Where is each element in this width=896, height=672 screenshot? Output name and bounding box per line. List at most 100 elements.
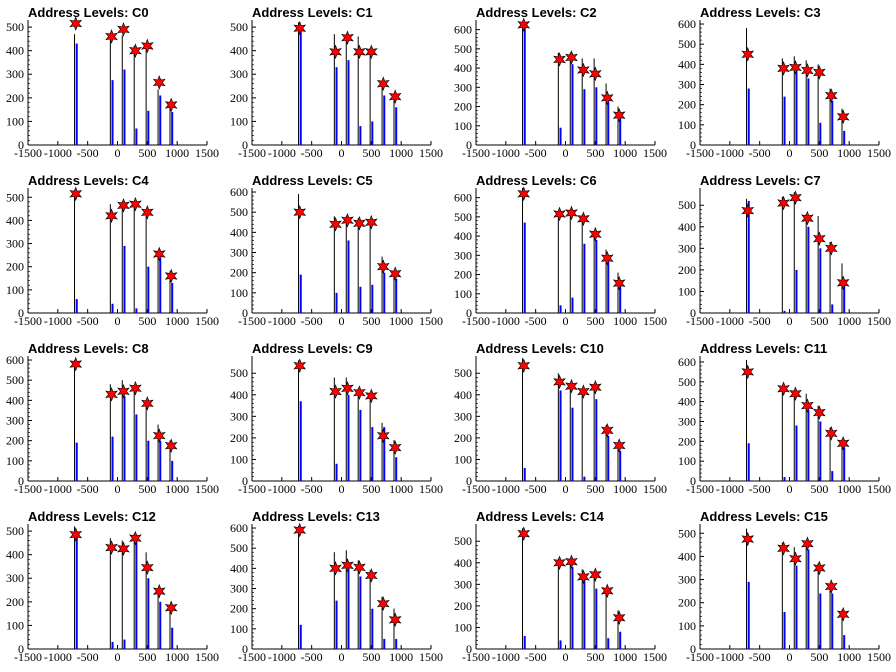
y-tick-label: 400	[230, 225, 248, 239]
x-tick-label: 0	[339, 146, 345, 160]
data-marker	[565, 554, 578, 570]
y-tick-label: 0	[18, 138, 24, 152]
y-tick-label: 600	[230, 521, 248, 535]
x-tick-label: -1000	[268, 146, 296, 160]
chart-panel: Address Levels: C6 0 100 200 300 400 500 600 -15…	[448, 168, 672, 336]
bar	[595, 399, 598, 481]
chart-title: Address Levels: C15	[700, 509, 828, 524]
data-marker	[388, 89, 402, 104]
data-marker	[364, 44, 378, 60]
x-tick-label: -500	[77, 482, 99, 496]
data-marker	[69, 186, 83, 202]
data-marker	[353, 560, 366, 575]
data-marker	[741, 46, 755, 62]
bar	[75, 531, 78, 649]
y-tick-label: 300	[678, 78, 696, 92]
y-tick-label: 600	[230, 185, 248, 199]
bar	[299, 274, 302, 313]
data-marker	[341, 557, 354, 573]
bar	[147, 266, 150, 313]
chart-title: Address Levels: C2	[476, 5, 597, 20]
x-tick-label: -1000	[44, 314, 72, 328]
bar	[135, 414, 138, 481]
y-tick-label: 400	[6, 44, 24, 58]
data-marker	[588, 226, 602, 242]
x-tick-label: 1000	[165, 650, 189, 664]
x-tick-label: 1500	[195, 314, 219, 328]
x-tick-label: 1500	[419, 650, 443, 664]
x-tick-label: 500	[138, 650, 156, 664]
y-tick-label: 500	[678, 198, 696, 212]
x-tick-label: 500	[810, 146, 828, 160]
chart-title: Address Levels: C9	[252, 341, 373, 356]
bar	[583, 476, 586, 481]
bar	[123, 69, 126, 145]
x-tick-label: 1000	[837, 146, 861, 160]
x-tick-label: -1000	[268, 482, 296, 496]
bar	[383, 427, 386, 481]
chart-panel: Address Levels: C12 0 100 200 300 400 500 -1500…	[0, 504, 224, 672]
data-marker	[140, 560, 154, 575]
bar	[795, 565, 798, 649]
x-tick-label: 0	[787, 314, 793, 328]
data-marker	[140, 396, 154, 411]
y-tick-label: 300	[454, 248, 472, 262]
x-tick-label: 0	[563, 482, 569, 496]
chart-panel: Address Levels: C5 0 100 200 300 400 500 600 -15…	[224, 168, 448, 336]
data-marker	[612, 107, 626, 123]
data-marker	[140, 204, 154, 220]
x-tick-label: 1000	[389, 314, 413, 328]
x-tick-label: 500	[362, 650, 380, 664]
x-tick-label: 1500	[195, 482, 219, 496]
data-marker	[293, 20, 307, 36]
data-marker	[129, 43, 142, 58]
x-tick-label: 1500	[643, 146, 667, 160]
y-tick-label: 100	[454, 119, 472, 133]
bar	[395, 457, 398, 481]
x-tick-label: 0	[115, 650, 121, 664]
data-marker	[364, 214, 378, 230]
x-tick-label: -1000	[268, 650, 296, 664]
chart-svg: 0 100 200 300 400 500 -1500 -1000 -500 0 500 1000 15…	[454, 356, 667, 496]
data-marker	[553, 555, 566, 571]
x-tick-label: 500	[810, 482, 828, 496]
x-tick-label: 1000	[613, 314, 637, 328]
y-tick-label: 100	[6, 454, 24, 468]
bar	[819, 593, 822, 649]
x-tick-label: -1500	[462, 482, 490, 496]
y-tick-label: 300	[6, 571, 24, 585]
data-marker	[517, 17, 531, 33]
bar	[559, 390, 562, 481]
data-marker	[577, 211, 590, 227]
data-marker	[376, 428, 390, 444]
x-tick-label: -500	[77, 650, 99, 664]
chart-panel: Address Levels: C0 0 100 200 300 400 500 -1500-…	[0, 0, 224, 168]
x-tick-label: 0	[339, 650, 345, 664]
data-marker	[376, 596, 390, 611]
chart-panel: Address Levels: C8 0 100 200 300 400 500 600 -15…	[0, 336, 224, 504]
bar	[607, 257, 610, 313]
x-tick-label: -1000	[492, 482, 520, 496]
y-tick-label: 200	[6, 91, 24, 105]
bar	[159, 601, 162, 649]
data-marker	[517, 526, 531, 542]
x-tick-label: -500	[749, 314, 771, 328]
x-tick-label: -500	[525, 314, 547, 328]
x-tick-label: -500	[301, 314, 323, 328]
data-marker	[789, 386, 802, 402]
x-tick-label: 0	[787, 482, 793, 496]
data-marker	[600, 583, 614, 599]
bar	[571, 567, 574, 649]
bar	[747, 443, 750, 481]
data-marker	[801, 398, 814, 413]
x-tick-label: -500	[525, 482, 547, 496]
y-tick-label: 200	[454, 100, 472, 114]
bar	[619, 282, 622, 313]
bar	[571, 407, 574, 481]
bar	[843, 447, 846, 481]
bar	[147, 110, 150, 145]
bar	[795, 269, 798, 313]
chart-panel: Address Levels: C2 0 100 200 300 400 500 600 -15…	[448, 0, 672, 168]
bar	[171, 282, 174, 313]
